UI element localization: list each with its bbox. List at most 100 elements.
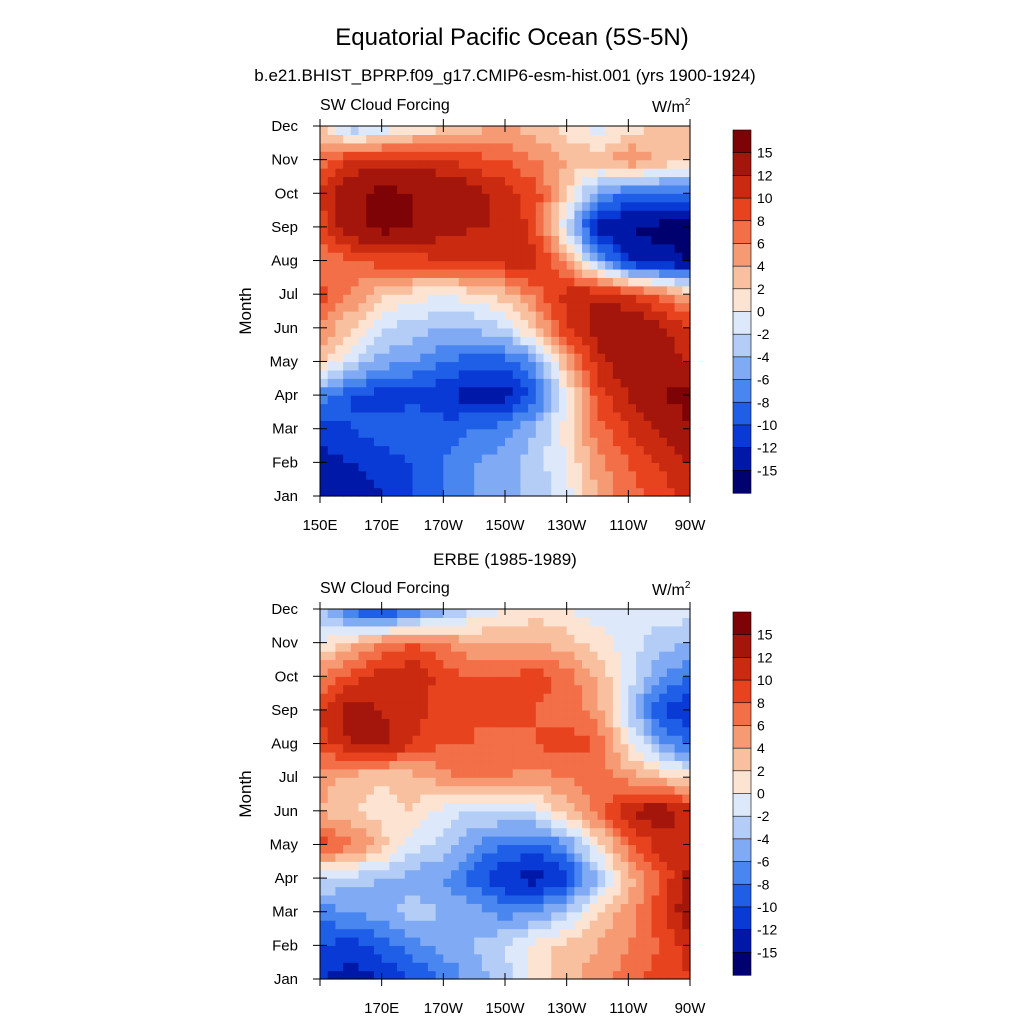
- heatmap-cell: [643, 936, 653, 946]
- heatmap-cell: [543, 609, 552, 619]
- heatmap-cell: [404, 361, 414, 371]
- heatmap-cell: [443, 487, 452, 497]
- heatmap-cell: [327, 369, 337, 379]
- heatmap-cell: [528, 378, 537, 388]
- heatmap-cell: [535, 970, 545, 980]
- heatmap-cell: [674, 701, 683, 711]
- heatmap-cell: [451, 285, 460, 295]
- heatmap-cell: [320, 878, 329, 888]
- heatmap-cell: [551, 886, 560, 896]
- heatmap-cell: [427, 126, 437, 136]
- heatmap-cell: [404, 260, 414, 270]
- heatmap-cell: [628, 126, 637, 136]
- heatmap-cell: [427, 962, 437, 972]
- heatmap-cell: [320, 176, 329, 186]
- heatmap-cell: [481, 911, 491, 921]
- heatmap-cell: [320, 277, 329, 287]
- heatmap-cell: [666, 659, 676, 669]
- heatmap-cell: [466, 819, 475, 829]
- heatmap-cell: [366, 617, 375, 627]
- heatmap-cell: [350, 176, 360, 186]
- heatmap-cell: [451, 693, 460, 703]
- heatmap-cell: [566, 479, 575, 489]
- heatmap-cell: [497, 869, 506, 879]
- heatmap-cell: [512, 311, 522, 321]
- heatmap-cell: [528, 344, 537, 354]
- heatmap-cell: [535, 701, 545, 711]
- heatmap-cell: [543, 445, 552, 455]
- heatmap-cell: [489, 260, 498, 270]
- heatmap-cell: [566, 411, 575, 421]
- heatmap-cell: [420, 142, 429, 152]
- heatmap-cell: [636, 151, 645, 161]
- heatmap-cell: [551, 168, 560, 178]
- heatmap-cell: [343, 210, 352, 220]
- heatmap-cell: [404, 684, 414, 694]
- heatmap-cell: [412, 642, 421, 652]
- heatmap-cell: [643, 134, 653, 144]
- heatmap-cell: [320, 701, 329, 711]
- heatmap-cell: [651, 819, 660, 829]
- heatmap-cell: [435, 760, 444, 770]
- heatmap-cell: [320, 617, 329, 627]
- heatmap-cell: [682, 718, 691, 728]
- heatmap-cell: [651, 159, 660, 169]
- heatmap-cell: [358, 453, 367, 463]
- heatmap-cell: [381, 878, 390, 888]
- heatmap-cell: [612, 176, 622, 186]
- heatmap-cell: [674, 403, 683, 413]
- heatmap-cell: [451, 718, 460, 728]
- heatmap-cell: [651, 420, 660, 430]
- heatmap-cell: [558, 642, 568, 652]
- heatmap-cell: [443, 378, 452, 388]
- heatmap-cell: [628, 920, 637, 930]
- heatmap-cell: [666, 470, 676, 480]
- heatmap-cell: [651, 852, 660, 862]
- heatmap-cell: [505, 852, 514, 862]
- heatmap-cell: [551, 962, 560, 972]
- heatmap-cell: [358, 437, 367, 447]
- heatmap-cell: [404, 726, 414, 736]
- heatmap-cell: [451, 344, 460, 354]
- heatmap-cell: [674, 327, 683, 337]
- heatmap-cell: [327, 176, 337, 186]
- heatmap-cell: [466, 617, 475, 627]
- heatmap-cell: [682, 260, 691, 270]
- heatmap-cell: [551, 142, 560, 152]
- heatmap-cell: [335, 726, 344, 736]
- heatmap-cell: [420, 386, 429, 396]
- heatmap-cell: [651, 945, 660, 955]
- heatmap-cell: [497, 970, 506, 980]
- heatmap-cell: [343, 667, 352, 677]
- heatmap-cell: [358, 869, 367, 879]
- heatmap-cell: [566, 243, 575, 253]
- heatmap-cell: [373, 878, 383, 888]
- heatmap-cell: [366, 151, 375, 161]
- heatmap-cell: [597, 159, 606, 169]
- heatmap-cell: [636, 617, 645, 627]
- heatmap-cell: [489, 268, 498, 278]
- heatmap-cell: [358, 751, 367, 761]
- heatmap-cell: [343, 386, 352, 396]
- heatmap-cell: [366, 462, 375, 472]
- heatmap-cell: [435, 294, 444, 304]
- heatmap-cell: [620, 210, 629, 220]
- heatmap-cell: [366, 836, 375, 846]
- heatmap-cell: [666, 353, 676, 363]
- heatmap-cell: [427, 403, 437, 413]
- heatmap-cell: [435, 743, 444, 753]
- heatmap-cell: [427, 827, 437, 837]
- heatmap-cell: [574, 386, 583, 396]
- heatmap-cell: [474, 751, 483, 761]
- heatmap-cell: [451, 151, 460, 161]
- heatmap-cell: [474, 201, 483, 211]
- heatmap-cell: [651, 617, 660, 627]
- heatmap-cell: [366, 928, 375, 938]
- heatmap-cell: [335, 651, 344, 661]
- heatmap-cell: [412, 693, 421, 703]
- heatmap-cell: [528, 184, 537, 194]
- heatmap-cell: [612, 945, 622, 955]
- heatmap-cell: [343, 420, 352, 430]
- heatmap-cell: [404, 302, 414, 312]
- heatmap-cell: [558, 936, 568, 946]
